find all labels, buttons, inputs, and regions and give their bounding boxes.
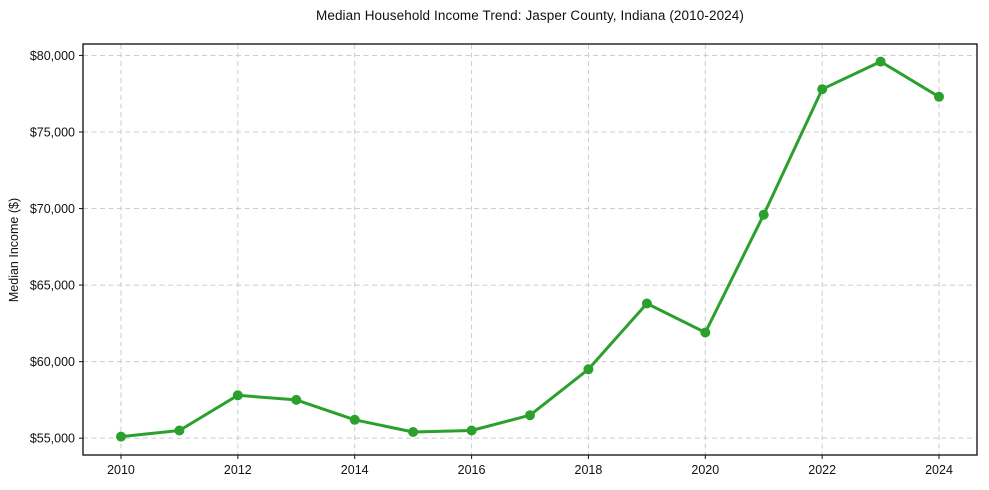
data-point xyxy=(934,91,944,102)
x-tick-label: 2016 xyxy=(458,463,486,477)
y-tick-label: $75,000 xyxy=(30,125,75,139)
data-point xyxy=(583,364,594,375)
data-point xyxy=(349,414,360,425)
y-tick-label: $80,000 xyxy=(30,49,75,63)
x-tick-label: 2024 xyxy=(925,463,953,477)
data-point xyxy=(817,84,828,95)
x-tick-label: 2022 xyxy=(808,463,836,477)
plot-border xyxy=(82,43,978,456)
x-tick-label: 2010 xyxy=(107,463,135,477)
data-point xyxy=(700,327,711,338)
data-point xyxy=(291,394,302,405)
y-tick-label: $70,000 xyxy=(30,202,75,216)
data-line xyxy=(119,60,941,439)
y-tick-label: $65,000 xyxy=(30,278,75,292)
data-point xyxy=(408,427,419,437)
data-point xyxy=(525,410,535,421)
data-point xyxy=(116,431,126,442)
chart-title: Median Household Income Trend: Jasper Co… xyxy=(315,8,744,23)
data-point xyxy=(641,298,652,309)
data-point xyxy=(875,56,886,67)
data-point xyxy=(466,425,477,436)
y-tick-label: $60,000 xyxy=(30,355,75,369)
y-tick-label: $55,000 xyxy=(30,431,75,445)
x-tick-label: 2014 xyxy=(341,463,369,477)
data-point xyxy=(174,425,185,436)
data-point xyxy=(758,209,769,220)
data-point xyxy=(232,390,243,401)
x-tick-label: 2018 xyxy=(575,463,603,477)
x-tick-label: 2020 xyxy=(691,463,719,477)
x-tick-label: 2012 xyxy=(224,463,252,477)
